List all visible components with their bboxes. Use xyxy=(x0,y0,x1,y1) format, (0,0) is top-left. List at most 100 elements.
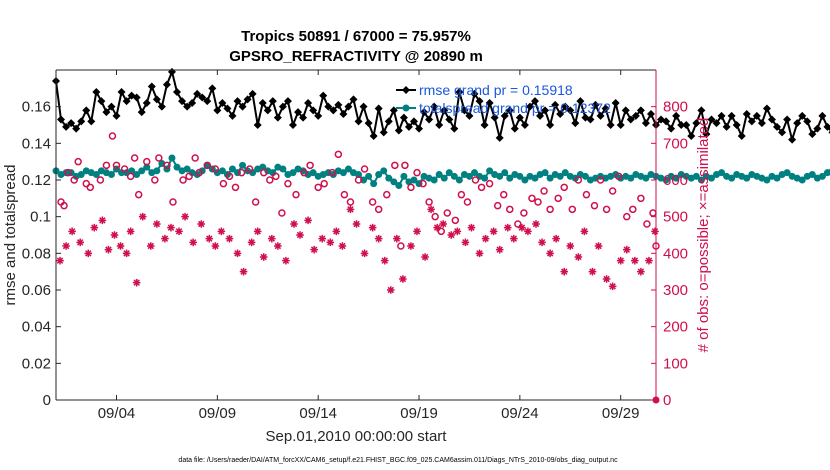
data-point-possible xyxy=(602,205,611,214)
data-point-possible xyxy=(574,176,583,184)
data-point-rmse xyxy=(813,124,822,133)
data-point-rmse xyxy=(687,132,696,140)
data-point-possible xyxy=(86,183,95,192)
data-point-rmse xyxy=(626,115,635,124)
data-point-totalspread xyxy=(143,163,151,171)
data-point-rmse xyxy=(389,106,398,115)
data-point-assimilated xyxy=(132,278,141,287)
data-point-assimilated xyxy=(518,223,526,232)
data-point-totalspread xyxy=(309,169,317,177)
data-point-totalspread xyxy=(153,167,161,175)
data-point-totalspread xyxy=(107,171,115,178)
data-point-assimilated xyxy=(407,242,415,250)
data-point-rmse xyxy=(641,119,650,128)
data-point-rmse xyxy=(551,100,560,109)
data-point-rmse xyxy=(606,121,615,129)
data-point-possible xyxy=(437,227,445,236)
data-point-possible xyxy=(191,154,199,162)
y-tick-label-right: 500 xyxy=(663,209,688,226)
data-point-possible xyxy=(74,157,82,166)
data-point-totalspread xyxy=(728,174,736,182)
data-point-totalspread xyxy=(818,172,826,180)
data-point-totalspread xyxy=(430,176,438,184)
data-point-totalspread xyxy=(672,174,680,182)
data-point-rmse xyxy=(374,104,383,113)
series-possible xyxy=(57,132,660,250)
data-point-possible xyxy=(397,242,405,250)
data-point-rmse xyxy=(500,111,509,120)
data-point-rmse xyxy=(677,121,686,129)
data-point-possible xyxy=(320,179,328,188)
data-point-possible xyxy=(528,194,536,203)
data-point-possible xyxy=(443,209,452,217)
data-point-assimilated xyxy=(98,216,107,225)
data-point-assimilated xyxy=(433,223,441,232)
data-point-possible xyxy=(546,205,554,214)
data-point-possible xyxy=(514,220,522,228)
data-point-possible xyxy=(401,161,409,170)
data-point-totalspread xyxy=(773,174,781,182)
x-tick-label: 09/24 xyxy=(501,405,539,422)
data-point-totalspread xyxy=(218,167,226,175)
data-point-rmse xyxy=(541,106,550,115)
data-point-rmse xyxy=(359,102,368,111)
data-point-assimilated xyxy=(374,234,383,243)
data-point-rmse xyxy=(662,117,671,126)
data-point-possible xyxy=(203,161,212,170)
data-point-rmse xyxy=(783,115,792,124)
data-point-rmse xyxy=(344,102,353,111)
data-point-rmse xyxy=(268,97,277,106)
data-point-rmse xyxy=(157,102,166,111)
data-point-assimilated xyxy=(393,234,401,243)
data-point-rmse xyxy=(490,113,499,122)
data-point-rmse xyxy=(717,111,726,120)
data-point-rmse xyxy=(430,102,439,111)
data-point-rmse xyxy=(672,111,681,120)
y-tick-label-right: 300 xyxy=(663,282,688,299)
data-point-rmse xyxy=(667,124,676,133)
data-point-assimilated xyxy=(76,238,85,247)
data-point-totalspread xyxy=(455,176,463,184)
legend-label-totalspread: totalspread grand pr = 0.12372 xyxy=(419,100,611,116)
data-point-rmse xyxy=(173,88,182,96)
data-point-possible xyxy=(126,172,135,181)
y-tick-label-left: 0 xyxy=(43,392,51,409)
data-point-totalspread xyxy=(435,171,443,178)
data-point-assimilated xyxy=(368,223,377,232)
data-point-assimilated xyxy=(326,238,335,247)
data-point-totalspread xyxy=(118,169,126,177)
data-point-possible xyxy=(560,183,568,192)
data-point-possible xyxy=(251,198,260,206)
data-point-rmse xyxy=(596,111,605,120)
data-point-assimilated xyxy=(622,245,631,254)
data-point-possible xyxy=(391,161,399,170)
data-point-assimilated xyxy=(637,267,645,276)
data-point-assimilated xyxy=(399,275,407,283)
data-point-possible xyxy=(354,176,363,184)
chart-title-line2: GPSRO_REFRACTIVITY @ 20890 m xyxy=(229,48,483,65)
data-point-possible xyxy=(368,198,377,206)
data-point-assimilated xyxy=(580,227,589,236)
data-point-possible xyxy=(64,168,72,177)
data-point-assimilated xyxy=(524,227,532,236)
plot-background xyxy=(56,70,656,400)
data-point-possible xyxy=(278,209,286,217)
data-point-assimilated xyxy=(616,256,625,265)
data-point-assimilated xyxy=(608,282,617,291)
data-point-rmse xyxy=(117,88,126,96)
series-rmse xyxy=(52,67,830,144)
data-point-rmse xyxy=(495,133,504,142)
data-point-rmse xyxy=(288,121,297,129)
data-point-totalspread xyxy=(183,165,191,173)
data-point-rmse xyxy=(450,124,459,133)
data-point-rmse xyxy=(162,80,171,89)
data-point-rmse xyxy=(369,132,378,140)
data-point-rmse xyxy=(203,97,212,106)
data-point-rmse xyxy=(465,111,474,120)
data-point-rmse xyxy=(283,97,292,106)
data-point-rmse xyxy=(435,121,444,129)
data-point-totalspread xyxy=(133,171,141,178)
data-point-rmse xyxy=(510,124,519,133)
data-point-rmse xyxy=(112,111,121,120)
data-point-rmse xyxy=(767,115,776,124)
